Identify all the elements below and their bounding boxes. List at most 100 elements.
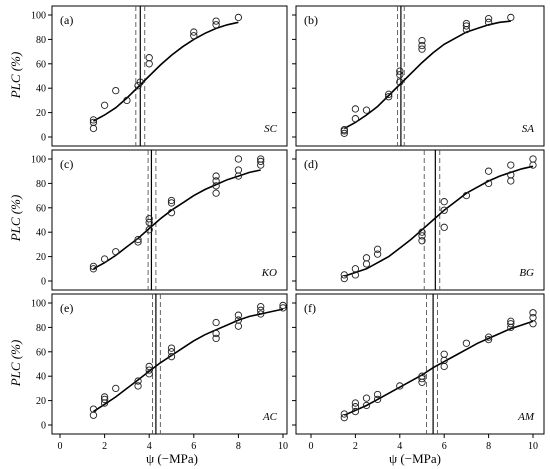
y-tick-label: 100 <box>31 11 46 22</box>
data-point <box>373 245 382 253</box>
data-point <box>100 395 109 404</box>
data-point <box>385 90 393 98</box>
data-point <box>484 335 493 344</box>
data-point <box>100 101 109 109</box>
data-point <box>340 271 348 279</box>
y-tick-label: 40 <box>36 84 46 95</box>
data-point <box>418 45 426 53</box>
data-point <box>484 15 493 23</box>
panel-label: (f) <box>304 301 316 315</box>
data-point <box>507 171 515 179</box>
fit-curve <box>344 165 534 277</box>
data-point <box>340 274 348 283</box>
panel-am: 0 2 4 6 8 10 (f) AM <box>292 293 545 452</box>
panel-ko: 0 20 40 60 80 100 (c) KO <box>31 149 288 291</box>
data-point <box>134 235 142 244</box>
site-label: BG <box>519 267 534 279</box>
data-point <box>373 250 382 258</box>
y-tick-label: 80 <box>36 323 46 334</box>
data-point <box>257 157 265 166</box>
data-point <box>440 206 448 214</box>
panel-label: (d) <box>304 157 318 171</box>
data-point <box>234 316 243 324</box>
data-point <box>112 86 120 95</box>
data-point <box>351 399 360 407</box>
data-point <box>257 310 265 318</box>
data-point <box>340 410 348 418</box>
data-point <box>418 232 426 240</box>
data-point <box>440 223 448 231</box>
y-tick-label: 60 <box>36 203 46 214</box>
x-tick-label: 4 <box>147 441 152 452</box>
data-point <box>507 320 515 328</box>
data-point <box>257 306 265 314</box>
x-tick-label: 4 <box>397 441 402 452</box>
y-tick-label: 20 <box>36 252 46 263</box>
data-point <box>100 393 109 401</box>
data-point <box>351 105 360 113</box>
data-point <box>351 407 360 416</box>
data-point <box>507 317 515 325</box>
data-point <box>123 96 131 105</box>
data-point <box>136 78 144 86</box>
data-point <box>212 177 220 185</box>
data-point <box>418 378 426 386</box>
x-tick-label: 0 <box>58 441 63 452</box>
x-tick-label: 10 <box>528 441 538 452</box>
data-point <box>257 155 265 163</box>
fit-curve <box>343 320 534 416</box>
data-point <box>484 167 493 175</box>
panel-label: (e) <box>60 301 73 315</box>
data-point <box>212 21 220 29</box>
x-axis-label: ψ (−MPa) <box>146 451 198 466</box>
data-point <box>484 179 493 188</box>
data-point <box>167 199 176 207</box>
data-point <box>212 189 220 197</box>
data-point <box>418 237 426 245</box>
data-point <box>212 329 220 338</box>
panel-frame <box>295 149 545 291</box>
data-point <box>462 22 471 30</box>
data-point <box>212 318 220 327</box>
panel-frame <box>51 5 288 147</box>
y-tick-label: 0 <box>41 133 46 144</box>
data-point <box>340 126 348 134</box>
data-point <box>507 13 515 22</box>
data-point <box>396 78 404 86</box>
data-point <box>89 124 98 133</box>
data-point <box>362 106 371 114</box>
data-point <box>418 41 426 50</box>
y-axis-label: PLC (%) <box>8 195 23 243</box>
data-point <box>145 370 153 378</box>
data-point <box>340 414 348 422</box>
data-point <box>385 93 393 101</box>
data-point <box>234 311 243 319</box>
data-point <box>190 32 198 40</box>
data-point <box>484 333 493 341</box>
data-point <box>212 17 220 25</box>
data-point <box>440 362 448 371</box>
data-point <box>529 161 537 169</box>
data-point <box>145 60 153 68</box>
y-tick-label: 100 <box>31 299 46 310</box>
y-tick-label: 60 <box>36 347 46 358</box>
x-tick-label: 8 <box>486 441 491 452</box>
site-label: KO <box>261 267 277 279</box>
data-point <box>440 350 448 358</box>
data-point <box>340 129 348 137</box>
data-point <box>145 215 153 223</box>
data-point <box>167 344 176 352</box>
y-tick-label: 100 <box>31 155 46 166</box>
data-point <box>234 166 243 174</box>
x-axis-label: ψ (−MPa) <box>389 451 441 466</box>
data-point <box>167 196 176 205</box>
y-axis-label: PLC (%) <box>8 52 23 100</box>
data-point <box>234 322 243 330</box>
data-point <box>145 366 153 374</box>
y-tick-label: 80 <box>36 35 46 46</box>
data-point <box>373 390 382 399</box>
x-tick-label: 0 <box>309 441 314 452</box>
data-point <box>134 82 142 90</box>
